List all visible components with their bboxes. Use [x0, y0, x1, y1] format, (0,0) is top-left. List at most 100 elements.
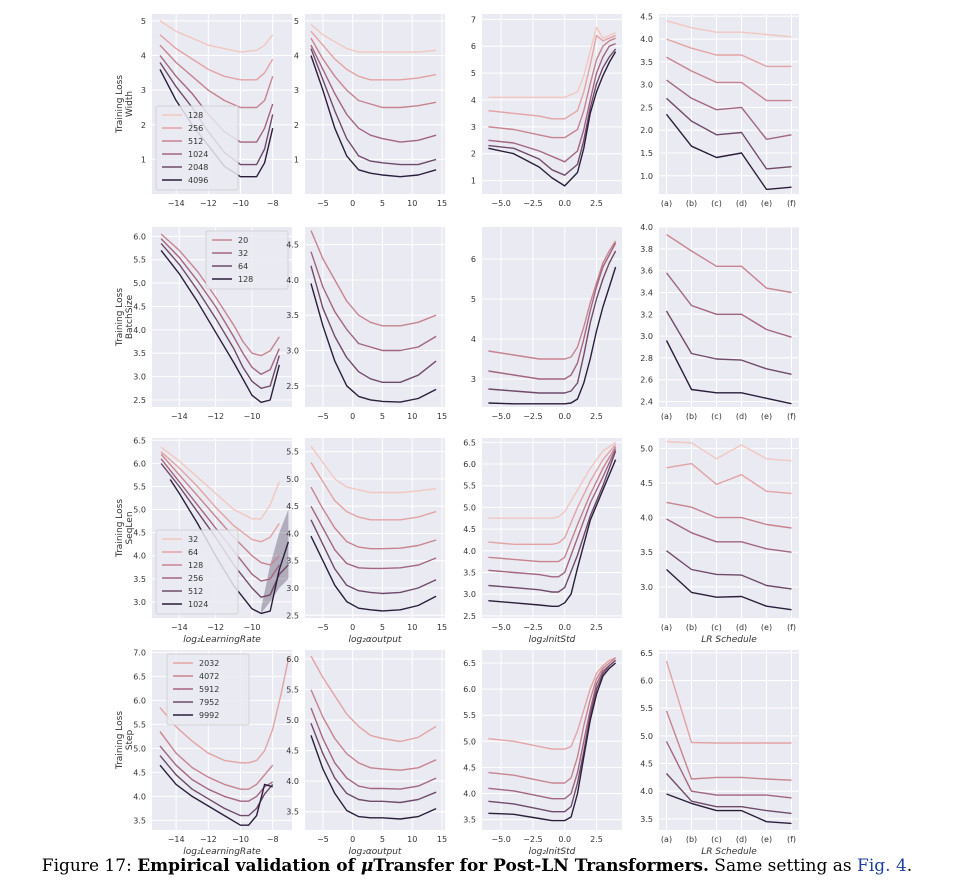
- legend-entry: 4096: [188, 176, 208, 185]
- y-tick-label: 2.8: [640, 354, 653, 363]
- x-tick-label: 2.5: [590, 199, 603, 208]
- x-tick-label: (f): [787, 623, 796, 632]
- x-tick-label: (c): [711, 412, 722, 421]
- y-tick-label: 2.0: [640, 126, 653, 135]
- y-tick-label: 3.0: [640, 332, 653, 341]
- y-tick-label: 3.0: [286, 347, 299, 356]
- y-tick-label: 3.6: [640, 267, 653, 276]
- x-tick-label: 5: [380, 835, 385, 844]
- y-tick-label: 3.0: [640, 81, 653, 90]
- x-tick-label: −2.5: [523, 835, 542, 844]
- x-tick-label: (e): [761, 623, 772, 632]
- figure-caption: Figure 17: Empirical validation of μTran…: [0, 856, 954, 876]
- legend-entry: 32: [188, 535, 198, 544]
- x-tick-label: 0: [350, 199, 355, 208]
- series-line-256: [310, 505, 437, 570]
- legend-entry: 4072: [199, 672, 219, 681]
- y-tick-label: 4.0: [133, 326, 146, 335]
- subplot-r1c2: −5.0 −2.5 0.0 2.5 3 4 5 6: [471, 227, 622, 421]
- x-tick-label: −2.5: [523, 412, 542, 421]
- series-line-9992: [488, 662, 617, 822]
- series-line-32: [310, 251, 437, 352]
- y-tick-label: 5.0: [640, 444, 653, 453]
- y-tick-label: 2.5: [286, 382, 299, 391]
- series-line-256: [488, 34, 616, 120]
- plot-background: [482, 438, 622, 618]
- series-line-128: [310, 23, 437, 53]
- y-tick-label: 2.5: [640, 103, 653, 112]
- series-line-32: [160, 446, 280, 520]
- y-tick-label: 6.0: [286, 655, 299, 664]
- legend-entry: 20: [238, 236, 248, 245]
- subplot-r0c0: −14 −12 −10 −8 1 2 3 4 5 Training LossWidth 128 256…: [115, 14, 292, 208]
- x-tick-label: −2.5: [523, 199, 542, 208]
- x-tick-label: −10: [244, 623, 261, 632]
- series-line-32: [665, 272, 792, 338]
- series-line-2032: [488, 657, 616, 750]
- x-tick-label: 5: [380, 412, 385, 421]
- x-tick-label: −5.0: [491, 199, 510, 208]
- y-tick-label: 6.5: [463, 438, 476, 447]
- x-axis-label: log₂InitStd: [529, 635, 576, 645]
- y-tick-label: 3.5: [463, 568, 476, 577]
- x-tick-label: (e): [761, 412, 772, 421]
- y-tick-label: 4.0: [640, 514, 653, 523]
- y-tick-label: 4.0: [286, 529, 299, 538]
- x-tick-label: −5: [317, 623, 329, 632]
- x-tick-label: 15: [437, 199, 447, 208]
- y-tick-label: 6.0: [463, 685, 476, 694]
- y-tick-label: 3.4: [640, 288, 653, 297]
- series-line-32: [160, 238, 280, 375]
- series-line-256: [666, 518, 792, 553]
- subplot-r3c3: (a) (b) (c) (d) (e) (f) 3.5 4.0 4.5 5.0 5.5 6.0 6.5 L…: [640, 649, 799, 857]
- caption-mu: μ: [360, 856, 374, 876]
- series-line-128: [160, 249, 280, 403]
- x-tick-label: −5: [317, 835, 329, 844]
- caption-figure-link[interactable]: Fig. 4: [857, 856, 907, 876]
- series-line-9992: [159, 764, 273, 826]
- x-tick-label: (d): [736, 835, 747, 844]
- plot-background: [659, 650, 799, 830]
- y-tick-label: 6: [471, 255, 476, 264]
- x-tick-label: 5: [380, 199, 385, 208]
- caption-end: .: [906, 856, 913, 876]
- series-line-20: [488, 240, 617, 360]
- legend-entry: 5912: [199, 685, 219, 694]
- y-tick-label: 4.0: [463, 547, 476, 556]
- plot-background: [482, 14, 622, 194]
- x-tick-label: −5: [317, 199, 329, 208]
- x-tick-label: (a): [661, 199, 672, 208]
- x-tick-label: 2.5: [590, 623, 603, 632]
- series-line-1024: [310, 535, 437, 612]
- series-line-256: [310, 30, 437, 81]
- x-tick-label: (b): [686, 835, 697, 844]
- series-line-512: [310, 519, 437, 595]
- y-tick-label: 5.0: [133, 279, 146, 288]
- series-line-64: [310, 462, 437, 521]
- series-line-9992: [666, 793, 792, 825]
- x-tick-label: 0.0: [558, 199, 571, 208]
- series-line-128: [488, 26, 616, 98]
- y-tick-label: 1: [471, 177, 476, 186]
- series-line-32: [488, 441, 616, 519]
- y-tick-label: 3.0: [286, 584, 299, 593]
- y-tick-label: 6.0: [133, 459, 146, 468]
- x-tick-label: (a): [661, 835, 672, 844]
- y-tick-label: 6.5: [133, 436, 146, 445]
- series-line-7952: [310, 722, 437, 804]
- legend-entry: 128: [238, 275, 253, 284]
- plot-background: [659, 227, 799, 407]
- y-tick-label: 1: [141, 155, 146, 164]
- series-line-5912: [310, 707, 437, 790]
- subplot-r2c3: (a) (b) (c) (d) (e) (f) 3.0 3.5 4.0 4.5 5.0 LR Sche…: [640, 438, 799, 645]
- series-line-5912: [488, 659, 617, 800]
- subplot-r1c0: −14 −12 −10 2.5 3.0 3.5 4.0 4.5 5.0 5.5 6.0 Trainin…: [115, 227, 292, 421]
- y-tick-label: 5.5: [133, 720, 146, 729]
- legend-entry: 128: [188, 561, 203, 570]
- y-tick-label: 2.4: [640, 398, 653, 407]
- y-tick-label: 2: [141, 121, 146, 130]
- x-tick-label: (d): [736, 199, 747, 208]
- x-tick-label: 2.5: [590, 412, 603, 421]
- x-tick-label: (e): [761, 835, 772, 844]
- x-tick-label: −12: [200, 199, 217, 208]
